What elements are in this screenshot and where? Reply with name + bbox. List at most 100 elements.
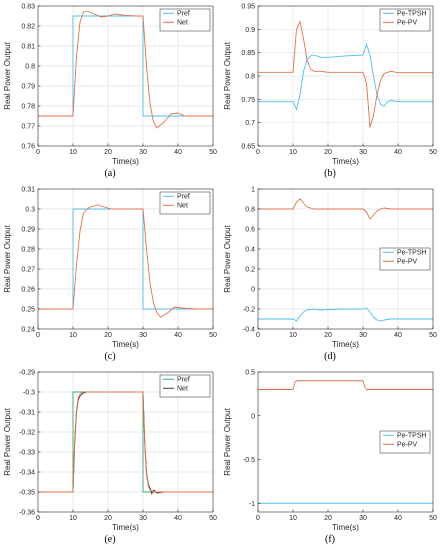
chart-panel-a: 0 10 20 30 40 50 0.76 0.77 0.78 0.79 0.8 0.81 0.82 0.… (0, 0, 220, 183)
series-line-a-1 (38, 10, 213, 129)
x-axis-label-b: Time(s) (332, 157, 359, 166)
x-tick-label-f-2: 20 (324, 515, 332, 522)
x-tick-label-f-0: 0 (256, 515, 260, 522)
x-tick-label-a-1: 10 (69, 149, 77, 156)
x-tick-label-e-0: 0 (36, 515, 40, 522)
axes-frame-f (257, 371, 434, 513)
x-tick-label-a-5: 50 (209, 149, 217, 156)
legend-label-c-1: Net (177, 203, 188, 210)
y-tick-label-d-1: -0.2 (243, 307, 255, 314)
legend-e: Pref Net (159, 374, 211, 398)
y-tick-label-e-0: -0.36 (19, 510, 35, 517)
legend-box-f (379, 430, 431, 454)
x-tick-label-d-3: 30 (359, 332, 367, 339)
x-tick-label-b-0: 0 (256, 149, 260, 156)
y-tick-label-e-3: -0.33 (19, 450, 35, 457)
legend-box-d (379, 247, 431, 271)
caption-b: (b) (324, 168, 336, 179)
legend-box-e (159, 374, 211, 398)
y-tick-label-e-5: -0.31 (19, 410, 35, 417)
y-tick-label-e-2: -0.34 (19, 470, 35, 477)
axes-frame-c (37, 188, 214, 330)
y-tick-label-d-0: -0.4 (243, 327, 255, 334)
legend-label-e-0: Pref (177, 377, 190, 384)
y-tick-label-c-6: 0.3 (25, 207, 35, 214)
y-tick-label-a-1: 0.77 (21, 124, 35, 131)
y-tick-label-a-4: 0.8 (25, 64, 35, 71)
chart-e-svg: 0 10 20 30 40 50 -0.36 -0.35 -0.34 -0.33 -0.32 -0.3… (3, 370, 217, 533)
y-tick-label-c-7: 0.31 (21, 187, 35, 194)
x-tick-label-b-3: 30 (359, 149, 367, 156)
axes-frame-d (257, 188, 434, 330)
series-line-b-0 (258, 43, 433, 111)
legend-b: Pe-TPSH Pe-PV (379, 8, 431, 32)
y-tick-label-f-1: -0.5 (243, 457, 255, 464)
y-tick-label-b-1: 0.7 (245, 120, 255, 127)
y-tick-label-e-7: -0.29 (19, 370, 35, 377)
y-tick-label-b-2: 0.75 (241, 97, 255, 104)
x-tick-label-c-5: 50 (209, 332, 217, 339)
y-tick-label-e-4: -0.32 (19, 430, 35, 437)
y-axis-label-e: Real Power Output (3, 407, 12, 475)
series-line-d-1 (258, 198, 433, 220)
legend-box-b (379, 8, 431, 32)
y-tick-label-b-6: 0.95 (241, 4, 255, 11)
y-tick-label-a-3: 0.79 (21, 84, 35, 91)
x-tick-label-f-1: 10 (289, 515, 297, 522)
x-tick-label-e-3: 30 (139, 515, 147, 522)
caption-a: (a) (104, 168, 116, 179)
y-tick-label-d-3: 0.2 (245, 267, 255, 274)
chart-panel-b: 0 10 20 30 40 50 0.65 0.7 0.75 0.8 0.85 0.9 0.95 Time… (220, 0, 440, 183)
x-axis-label-c: Time(s) (112, 340, 139, 349)
x-tick-label-e-5: 50 (209, 515, 217, 522)
series-line-f-1 (258, 380, 433, 390)
x-tick-label-f-3: 30 (359, 515, 367, 522)
y-axis-label-d: Real Power Output (223, 224, 232, 292)
y-tick-label-e-1: -0.35 (19, 490, 35, 497)
chart-panel-c: 0 10 20 30 40 50 0.24 0.25 0.26 0.27 0.28 0.29 0.3 0.… (0, 183, 220, 366)
y-tick-label-b-3: 0.8 (245, 74, 255, 81)
x-tick-label-f-4: 40 (394, 515, 402, 522)
legend-d: Pe-TPSH Pe-PV (379, 247, 431, 271)
x-tick-label-a-2: 20 (104, 149, 112, 156)
x-axis-label-a: Time(s) (112, 157, 139, 166)
y-tick-label-a-5: 0.81 (21, 44, 35, 51)
series-line-d-0 (258, 307, 433, 322)
chart-panel-f: 0 10 20 30 40 50 -1 -0.5 0 0.5 Time(s) Real Power O… (220, 366, 440, 549)
y-axis-label-f: Real Power Output (223, 407, 232, 475)
y-tick-label-d-7: 1 (251, 187, 255, 194)
x-tick-label-c-4: 40 (174, 332, 182, 339)
y-tick-label-d-6: 0.8 (245, 207, 255, 214)
legend-label-f-1: Pe-PV (397, 442, 418, 449)
caption-f: (f) (325, 534, 335, 545)
chart-f-svg: 0 10 20 30 40 50 -1 -0.5 0 0.5 Time(s) Real Power O… (223, 370, 437, 533)
x-tick-label-d-5: 50 (429, 332, 437, 339)
x-tick-label-a-4: 40 (174, 149, 182, 156)
legend-f: Pe-TPSH Pe-PV (379, 430, 431, 454)
y-tick-label-c-2: 0.26 (21, 287, 35, 294)
x-tick-label-b-4: 40 (394, 149, 402, 156)
y-tick-label-e-6: -0.3 (23, 390, 35, 397)
chart-a-svg: 0 10 20 30 40 50 0.76 0.77 0.78 0.79 0.8 0.81 0.82 0.… (3, 4, 217, 167)
legend-a: Pref Net (159, 8, 211, 32)
legend-label-f-0: Pe-TPSH (397, 433, 427, 440)
x-tick-label-c-3: 30 (139, 332, 147, 339)
y-tick-label-a-0: 0.76 (21, 144, 35, 151)
x-tick-label-d-1: 10 (289, 332, 297, 339)
x-tick-label-e-1: 10 (69, 515, 77, 522)
x-tick-label-c-0: 0 (36, 332, 40, 339)
y-tick-label-c-5: 0.29 (21, 227, 35, 234)
x-tick-label-e-2: 20 (104, 515, 112, 522)
caption-e: (e) (104, 534, 116, 545)
chart-panel-d: 0 10 20 30 40 50 -0.4 -0.2 0 0.2 0.4 0.6 0.8 1 Time(s)… (220, 183, 440, 366)
x-tick-label-b-2: 20 (324, 149, 332, 156)
legend-label-d-1: Pe-PV (397, 259, 418, 266)
legend-label-a-1: Net (177, 20, 188, 27)
x-axis-label-e: Time(s) (112, 523, 139, 532)
series-line-c-1 (38, 204, 213, 318)
chart-b-svg: 0 10 20 30 40 50 0.65 0.7 0.75 0.8 0.85 0.9 0.95 Time… (223, 4, 437, 167)
x-tick-label-b-1: 10 (289, 149, 297, 156)
caption-c: (c) (104, 351, 116, 362)
legend-label-a-0: Pref (177, 11, 190, 18)
